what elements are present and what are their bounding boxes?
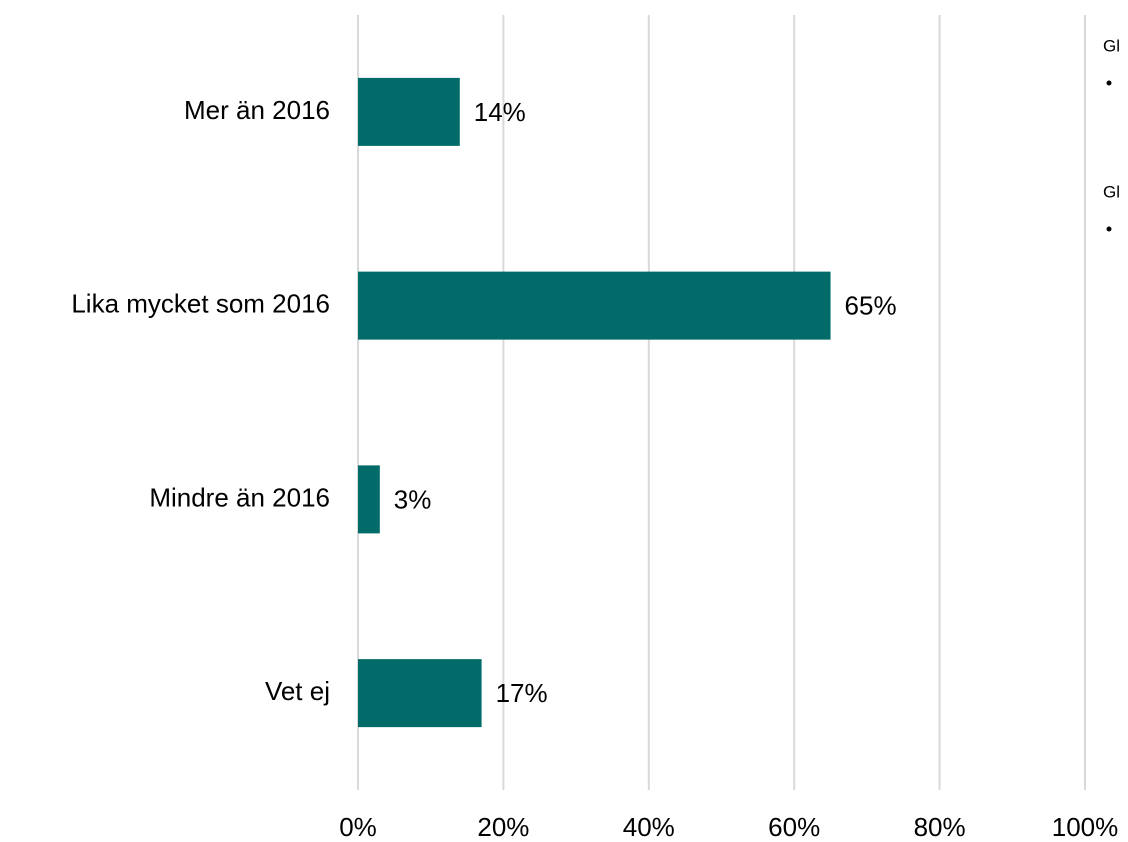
data-label: 3% — [394, 484, 432, 514]
y-tick-label: Vet ej — [265, 676, 330, 706]
data-label: 17% — [496, 678, 548, 708]
data-label: 14% — [474, 97, 526, 127]
bar — [358, 659, 482, 728]
y-tick-label: Mer än 2016 — [184, 95, 330, 125]
x-tick-label: 80% — [914, 812, 966, 842]
x-tick-label: 40% — [623, 812, 675, 842]
bullet — [1106, 80, 1112, 86]
x-tick-label: 0% — [339, 812, 377, 842]
bar — [358, 77, 460, 146]
annotation: Gl — [1103, 182, 1120, 201]
x-tick-label: 60% — [768, 812, 820, 842]
x-tick-label: 20% — [477, 812, 529, 842]
bullet — [1106, 226, 1112, 232]
x-tick-label: 100% — [1052, 812, 1119, 842]
bar — [358, 271, 831, 340]
data-label: 65% — [845, 291, 897, 321]
bar — [358, 465, 380, 534]
y-tick-label: Lika mycket som 2016 — [71, 289, 330, 319]
y-tick-label: Mindre än 2016 — [149, 482, 330, 512]
annotation: Gl — [1103, 36, 1120, 55]
